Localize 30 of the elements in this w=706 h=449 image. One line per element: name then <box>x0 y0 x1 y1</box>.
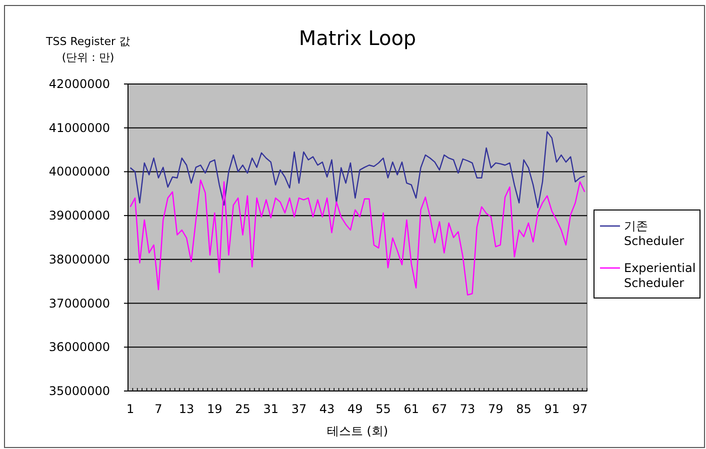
x-tick-label: 7 <box>154 402 162 416</box>
y-tick-label: 41000000 <box>48 120 110 135</box>
x-tick-label: 19 <box>207 402 222 416</box>
x-tick-label: 67 <box>432 402 448 416</box>
y-tick-label: 39000000 <box>48 208 110 223</box>
x-tick-label: 79 <box>488 402 504 416</box>
x-tick-label: 1 <box>126 402 134 416</box>
x-tick-label: 91 <box>544 402 560 416</box>
x-tick-label: 85 <box>516 402 532 416</box>
y-tick-label: 35000000 <box>48 384 110 398</box>
x-tick-label: 97 <box>572 402 588 416</box>
legend-label: Experiential Scheduler <box>624 261 696 290</box>
x-axis-title: 테스트 (회) <box>326 424 388 438</box>
chart-title: Matrix Loop <box>298 26 416 50</box>
x-tick-label: 55 <box>376 402 391 416</box>
y-tick-label: 37000000 <box>48 296 110 310</box>
x-tick-label: 13 <box>178 402 194 416</box>
legend-label: 기존 Scheduler <box>624 219 684 248</box>
x-tick-label: 31 <box>263 402 278 416</box>
y-tick-label: 36000000 <box>48 340 110 354</box>
x-tick-label: 73 <box>460 402 476 416</box>
x-tick-label: 25 <box>235 402 250 416</box>
x-tick-label: 43 <box>319 402 335 416</box>
y-tick-label: 38000000 <box>48 252 110 266</box>
y-axis-title: TSS Register 값 (단위 : 만) <box>45 35 130 64</box>
x-tick-label: 61 <box>404 402 420 416</box>
y-tick-label: 40000000 <box>48 164 110 179</box>
x-tick-label: 37 <box>291 402 307 416</box>
y-tick-label: 42000000 <box>48 77 110 91</box>
x-tick-label: 49 <box>348 402 363 416</box>
